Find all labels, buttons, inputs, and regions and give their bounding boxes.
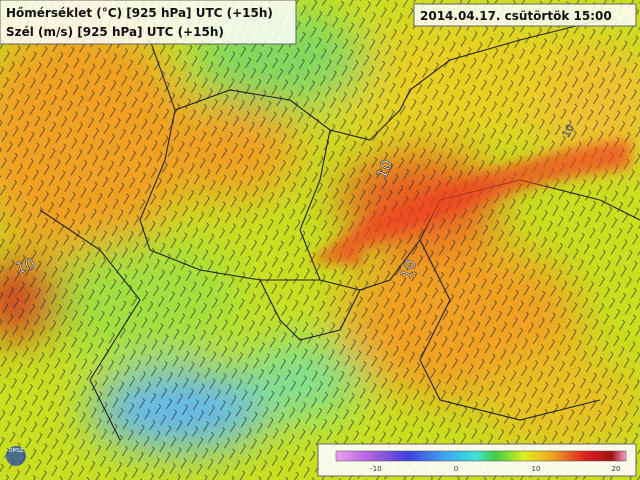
colorbar-tick: -10 — [370, 465, 381, 473]
colorbar-tick: 20 — [612, 465, 621, 473]
colorbar: -10 0 10 20 — [317, 443, 637, 477]
flow-arrow — [310, 140, 630, 265]
header: Hőmérséklet (°C) [925 hPa] UTC (+15h) Sz… — [0, 0, 637, 45]
title-line: Szél (m/s) [925 hPa] UTC (+15h) — [6, 25, 224, 39]
logo-text: OMSZ — [9, 448, 24, 454]
datetime: 2014.04.17. csütörtök 15:00 — [420, 9, 612, 23]
logo: OMSZ — [6, 446, 26, 466]
colorbar-tick: 10 — [532, 465, 541, 473]
title-line: Hőmérséklet (°C) [925 hPa] UTC (+15h) — [6, 6, 273, 20]
colorbar-tick: 0 — [454, 465, 458, 473]
